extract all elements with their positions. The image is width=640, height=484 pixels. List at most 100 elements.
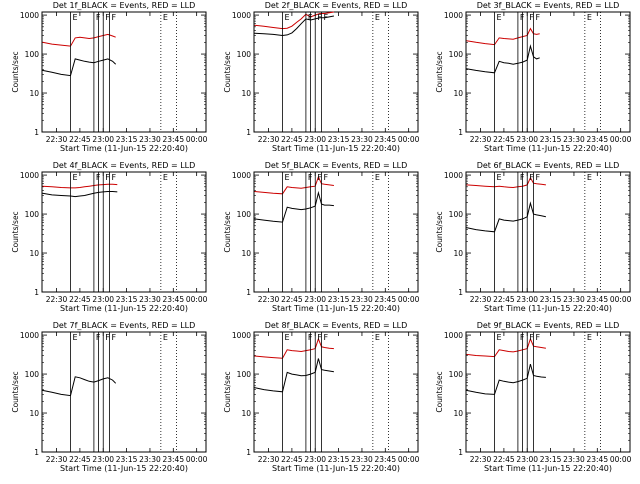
panel-title: Det 1f_BLACK = Events, RED = LLD bbox=[53, 1, 196, 10]
marker-letter: F bbox=[317, 333, 322, 342]
marker-letter: F bbox=[105, 333, 110, 342]
y-tick-label: 100 bbox=[237, 50, 252, 59]
y-axis-label: Counts/sec bbox=[11, 211, 20, 252]
x-tick-label: 22:30 bbox=[46, 135, 68, 144]
y-tick-label: 10 bbox=[241, 249, 251, 258]
x-tick-label: 22:30 bbox=[258, 455, 280, 464]
y-tick-label: 1000 bbox=[444, 171, 463, 180]
panel-title: Det 2f_BLACK = Events, RED = LLD bbox=[265, 1, 408, 10]
marker-letter: E bbox=[73, 173, 78, 182]
marker-letter: F bbox=[308, 333, 313, 342]
x-tick-label: 00:00 bbox=[186, 455, 208, 464]
x-axis-label: Start Time (11-Jun-15 22:20:40) bbox=[272, 464, 400, 473]
x-tick-label: 23:45 bbox=[374, 295, 396, 304]
x-tick-label: 23:30 bbox=[351, 295, 373, 304]
y-tick-label: 100 bbox=[449, 210, 464, 219]
x-tick-label: 23:15 bbox=[540, 295, 562, 304]
marker-letter: E bbox=[73, 333, 78, 342]
panel-title: Det 4f_BLACK = Events, RED = LLD bbox=[53, 161, 196, 170]
marker-letter: E bbox=[285, 173, 290, 182]
x-tick-label: 23:15 bbox=[328, 135, 350, 144]
x-axis-label: Start Time (11-Jun-15 22:20:40) bbox=[60, 144, 188, 153]
marker-letter: E bbox=[587, 173, 592, 182]
y-tick-label: 1000 bbox=[232, 331, 251, 340]
y-axis-label: Counts/sec bbox=[223, 371, 232, 412]
marker-letter: E bbox=[375, 173, 380, 182]
y-tick-label: 1000 bbox=[20, 331, 39, 340]
plot-frame bbox=[253, 171, 419, 293]
y-tick-label: 100 bbox=[449, 370, 464, 379]
x-tick-label: 23:00 bbox=[304, 135, 326, 144]
x-tick-label: 23:15 bbox=[540, 135, 562, 144]
x-axis-label: Start Time (11-Jun-15 22:20:40) bbox=[272, 144, 400, 153]
marker-letter: F bbox=[520, 333, 525, 342]
y-tick-label: 1000 bbox=[20, 11, 39, 20]
x-tick-label: 23:45 bbox=[162, 455, 184, 464]
series-line-lld bbox=[254, 337, 334, 359]
y-axis-label: Counts/sec bbox=[223, 211, 232, 252]
detector-panel-8: Det 8f_BLACK = Events, RED = LLD 1 10 100 10… bbox=[223, 321, 420, 473]
marker-letter: F bbox=[308, 13, 313, 22]
marker-letter: E bbox=[497, 13, 502, 22]
x-tick-label: 00:00 bbox=[610, 295, 632, 304]
y-tick-label: 10 bbox=[29, 89, 39, 98]
marker-letter: F bbox=[520, 173, 525, 182]
marker-letter: F bbox=[520, 13, 525, 22]
x-tick-label: 23:00 bbox=[92, 295, 114, 304]
marker-letter: F bbox=[323, 333, 328, 342]
marker-letter: F bbox=[96, 173, 101, 182]
series-line-lld bbox=[42, 183, 118, 189]
x-tick-label: 23:00 bbox=[304, 455, 326, 464]
plot-frame bbox=[41, 331, 207, 453]
x-tick-label: 22:45 bbox=[493, 135, 515, 144]
series-line-events bbox=[466, 201, 547, 233]
x-tick-label: 23:30 bbox=[563, 295, 585, 304]
y-tick-label: 1 bbox=[34, 128, 39, 137]
x-tick-label: 23:45 bbox=[586, 135, 608, 144]
x-tick-label: 22:30 bbox=[470, 135, 492, 144]
plot-frame bbox=[41, 171, 207, 293]
x-axis-label: Start Time (11-Jun-15 22:20:40) bbox=[272, 304, 400, 313]
marker-letter: F bbox=[529, 333, 534, 342]
x-tick-label: 23:15 bbox=[116, 455, 138, 464]
marker-letter: F bbox=[96, 13, 101, 22]
x-tick-label: 00:00 bbox=[398, 135, 420, 144]
y-tick-label: 10 bbox=[29, 249, 39, 258]
y-tick-label: 100 bbox=[25, 50, 40, 59]
x-tick-label: 00:00 bbox=[398, 295, 420, 304]
detector-panel-6: Det 6f_BLACK = Events, RED = LLD 1 10 100 10… bbox=[435, 161, 632, 313]
marker-letter: E bbox=[375, 13, 380, 22]
series-line-lld bbox=[466, 27, 540, 46]
x-tick-label: 23:45 bbox=[162, 295, 184, 304]
x-tick-label: 22:45 bbox=[493, 455, 515, 464]
y-axis-label: Counts/sec bbox=[435, 211, 444, 252]
y-tick-label: 1000 bbox=[444, 11, 463, 20]
panel-title: Det 5f_BLACK = Events, RED = LLD bbox=[265, 161, 408, 170]
x-axis-label: Start Time (11-Jun-15 22:20:40) bbox=[484, 464, 612, 473]
x-tick-label: 23:30 bbox=[139, 135, 161, 144]
series-line-events bbox=[466, 44, 540, 74]
marker-letter: F bbox=[317, 173, 322, 182]
marker-letter: F bbox=[317, 13, 322, 22]
detector-panel-7: Det 7f_BLACK = Events, RED = LLD 1 10 100 10… bbox=[11, 321, 208, 473]
series-line-events bbox=[254, 190, 334, 223]
y-tick-label: 100 bbox=[237, 210, 252, 219]
marker-letter: F bbox=[323, 173, 328, 182]
marker-letter: E bbox=[497, 333, 502, 342]
y-tick-label: 1 bbox=[458, 448, 463, 457]
detector-panel-1: Det 1f_BLACK = Events, RED = LLD 1 10 100 10… bbox=[11, 1, 208, 153]
x-tick-label: 23:45 bbox=[586, 455, 608, 464]
marker-letter: F bbox=[535, 173, 540, 182]
x-tick-label: 23:30 bbox=[563, 455, 585, 464]
x-tick-label: 23:00 bbox=[92, 135, 114, 144]
x-axis-label: Start Time (11-Jun-15 22:20:40) bbox=[484, 144, 612, 153]
x-tick-label: 23:15 bbox=[328, 455, 350, 464]
detector-panel-5: Det 5f_BLACK = Events, RED = LLD 1 10 100 10… bbox=[223, 161, 420, 313]
y-tick-label: 10 bbox=[29, 409, 39, 418]
x-tick-label: 23:30 bbox=[139, 455, 161, 464]
x-tick-label: 23:00 bbox=[304, 295, 326, 304]
y-axis-label: Counts/sec bbox=[11, 51, 20, 92]
y-tick-label: 1 bbox=[246, 128, 251, 137]
y-axis-label: Counts/sec bbox=[223, 51, 232, 92]
